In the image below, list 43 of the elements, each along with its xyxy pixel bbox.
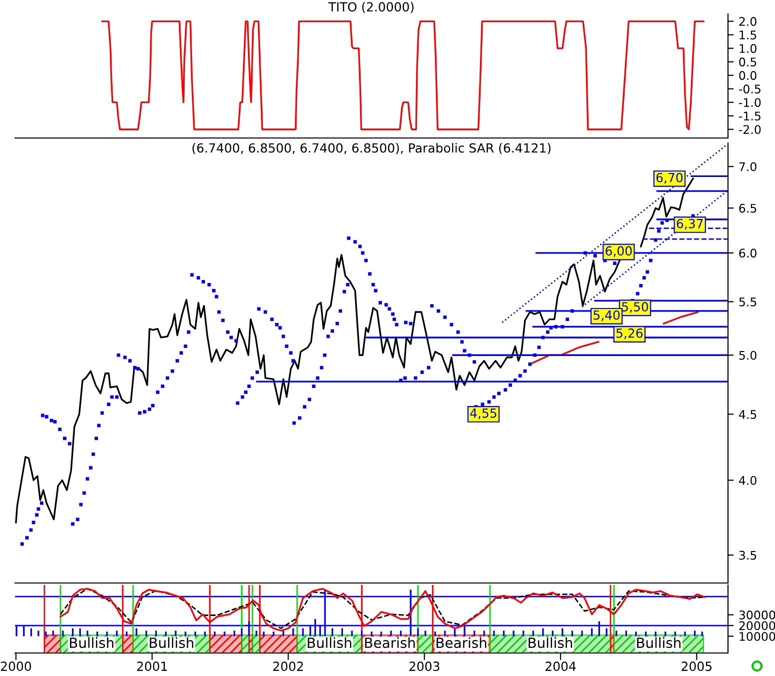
band-label: Bullish bbox=[637, 637, 680, 648]
y-tick-label: 0.0 bbox=[739, 71, 756, 80]
annotation: 6,70 bbox=[656, 172, 683, 184]
band-label: Bullish bbox=[308, 637, 352, 648]
band-label: Bullish bbox=[70, 637, 114, 648]
annotation: 5,26 bbox=[616, 328, 643, 340]
y-tick-label: -2.0 bbox=[738, 125, 761, 134]
annotation: 6,00 bbox=[606, 246, 632, 257]
band-label: Bullish bbox=[528, 637, 572, 648]
y-tick-label: -1.0 bbox=[738, 98, 761, 107]
annotation: 5,40 bbox=[594, 310, 620, 322]
line-series bbox=[101, 20, 704, 130]
annotation: 6,37 bbox=[676, 218, 703, 230]
y-tick-label: 5.0 bbox=[739, 350, 756, 360]
band-label: Bullish bbox=[150, 637, 194, 648]
y-tick-label: 7.0 bbox=[739, 162, 756, 172]
y-tick-label: 6.0 bbox=[739, 248, 756, 258]
y-tick-label: -1.5 bbox=[738, 112, 760, 120]
chart-title: TITO (2.0000) bbox=[328, 2, 414, 14]
y-tick-label: 0.5 bbox=[739, 58, 756, 66]
y-tick-label: 1.5 bbox=[740, 30, 756, 40]
y-tick-label: 4.0 bbox=[738, 476, 756, 485]
x-tick-label: 2001 bbox=[137, 662, 167, 672]
chart-title: (6.7400, 6.8500, 6.7400, 6.8500), Parabolic SAR (6.4121) bbox=[192, 143, 551, 154]
x-tick-label: 2000 bbox=[0, 662, 32, 672]
x-tick-label: 2004 bbox=[546, 662, 576, 672]
y-tick-label: 10000 bbox=[740, 632, 775, 641]
y-tick-label: 30000 bbox=[739, 610, 775, 620]
annotation: 5,50 bbox=[622, 302, 648, 313]
y-tick-label: -0.5 bbox=[738, 84, 760, 94]
y-tick-label: 4.5 bbox=[738, 410, 756, 419]
y-tick-label: 1.0 bbox=[740, 44, 756, 53]
x-tick-label: 2002 bbox=[273, 662, 303, 672]
x-tick-label: 2005 bbox=[682, 662, 712, 672]
y-tick-label: 6.5 bbox=[739, 204, 756, 213]
y-tick-label: 3.5 bbox=[739, 550, 756, 560]
band-label: Bearish bbox=[365, 637, 415, 648]
y-tick-label: 5.5 bbox=[739, 298, 756, 306]
annotation: 4,55 bbox=[470, 408, 496, 420]
y-tick-label: 2.0 bbox=[739, 17, 756, 26]
band-label: Bearish bbox=[436, 637, 486, 648]
y-tick-label: 20000 bbox=[739, 621, 775, 630]
x-tick-label: 2003 bbox=[409, 662, 440, 672]
